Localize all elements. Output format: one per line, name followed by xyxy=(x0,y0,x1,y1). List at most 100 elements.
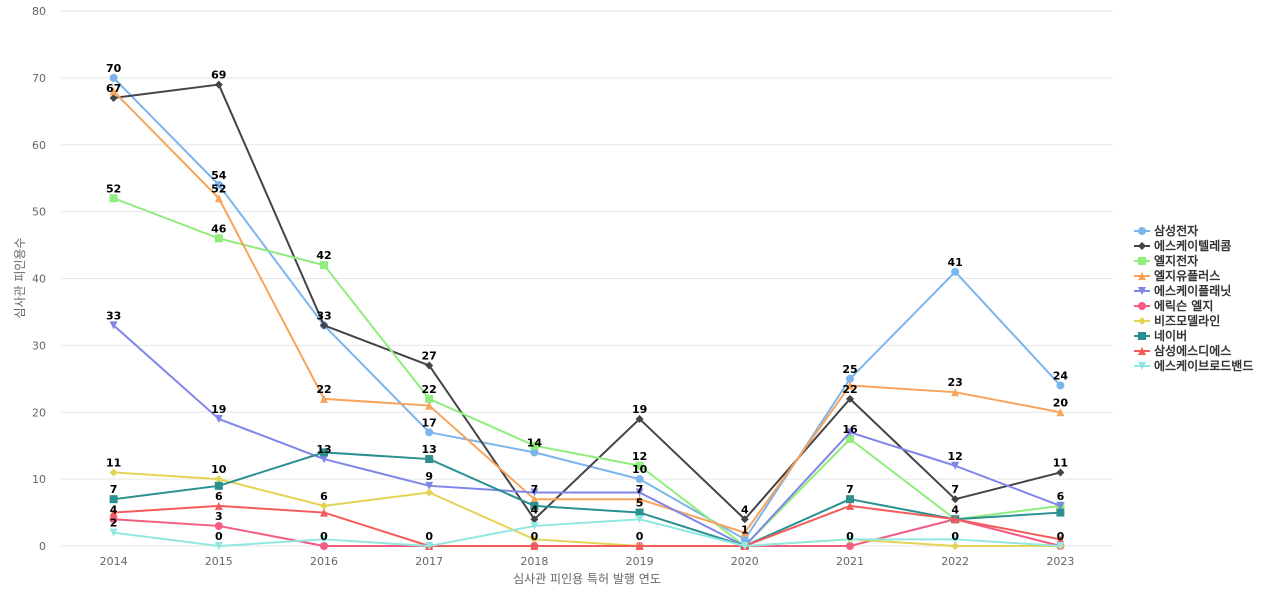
data-point xyxy=(214,542,223,550)
legend-item[interactable]: 에릭슨 엘지 xyxy=(1134,298,1213,313)
data-label: 13 xyxy=(422,443,437,456)
legend-marker xyxy=(1138,242,1146,250)
data-label: 0 xyxy=(951,530,959,543)
series-line xyxy=(112,324,1061,547)
data-label: 0 xyxy=(636,530,644,543)
series-4 xyxy=(109,87,1065,537)
data-label: 16 xyxy=(842,423,858,436)
data-label: 42 xyxy=(316,249,331,262)
legend-item[interactable]: 네이버 xyxy=(1134,328,1187,343)
data-point xyxy=(1056,381,1065,390)
data-label: 0 xyxy=(425,530,433,543)
series-2 xyxy=(109,80,1065,524)
data-point xyxy=(530,441,539,450)
series-line xyxy=(112,90,1061,534)
series-line xyxy=(113,197,1061,547)
data-point xyxy=(635,475,644,484)
data-point xyxy=(109,468,118,477)
legend-label: 엘지전자 xyxy=(1154,253,1198,268)
data-point xyxy=(635,495,644,504)
data-label: 4 xyxy=(110,503,118,516)
data-label: 0 xyxy=(846,530,854,543)
data-label: 4 xyxy=(531,503,539,516)
data-point xyxy=(530,488,539,497)
series-9 xyxy=(109,501,1065,550)
data-point xyxy=(214,194,223,203)
data-point xyxy=(109,495,118,504)
data-point xyxy=(951,495,960,504)
data-label: 69 xyxy=(211,69,226,82)
data-label: 70 xyxy=(106,62,122,75)
data-point xyxy=(635,488,644,497)
data-point xyxy=(109,194,118,203)
data-point xyxy=(635,508,644,517)
data-label: 0 xyxy=(215,530,223,543)
legend-marker xyxy=(1138,332,1146,340)
legend-label: 에스케이텔레콤 xyxy=(1154,238,1231,253)
data-point xyxy=(1056,542,1065,550)
data-label: 27 xyxy=(422,349,437,362)
data-point xyxy=(951,542,960,550)
legend-label: 에릭슨 엘지 xyxy=(1154,298,1213,313)
data-point xyxy=(320,535,328,544)
legend-item[interactable]: 에스케이플래닛 xyxy=(1134,283,1231,298)
data-label: 52 xyxy=(211,182,226,195)
legend-item[interactable]: 엘지유플러스 xyxy=(1134,268,1220,283)
legend-item[interactable]: 에스케이텔레콤 xyxy=(1134,238,1231,253)
data-label: 0 xyxy=(320,530,328,543)
data-point xyxy=(846,535,854,544)
data-point xyxy=(530,542,539,550)
data-label: 13 xyxy=(316,443,331,456)
data-point xyxy=(214,501,223,510)
data-point xyxy=(951,461,960,470)
y-axis-title: 심사관 피인용수 xyxy=(13,237,27,318)
legend-item[interactable]: 삼성전자 xyxy=(1134,223,1198,238)
data-point xyxy=(635,542,644,550)
data-point xyxy=(635,515,644,524)
data-point xyxy=(109,321,118,330)
data-label: 41 xyxy=(948,256,963,269)
y-tick-label: 50 xyxy=(32,206,46,219)
legend-item[interactable]: 엘지전자 xyxy=(1134,253,1198,268)
legend-item[interactable]: 삼성에스디에스 xyxy=(1134,343,1231,358)
data-label: 6 xyxy=(215,490,223,503)
legend-item[interactable]: 에스케이브로드밴드 xyxy=(1134,358,1253,373)
data-labels: 7067523311742695452461910630423322136027… xyxy=(106,62,1068,543)
data-point xyxy=(846,394,854,403)
data-point xyxy=(846,428,854,437)
y-tick-label: 40 xyxy=(32,273,46,286)
data-label: 6 xyxy=(320,490,328,503)
data-point xyxy=(425,488,434,497)
x-axis-title: 심사관 피인용 특허 발행 연도 xyxy=(513,571,661,586)
data-point xyxy=(846,495,854,504)
data-label: 12 xyxy=(632,450,647,463)
data-label: 19 xyxy=(632,403,647,416)
x-tick-label: 2022 xyxy=(941,555,969,568)
data-label: 1 xyxy=(741,523,749,536)
data-label: 52 xyxy=(106,182,121,195)
data-point xyxy=(635,414,644,423)
data-label: 17 xyxy=(422,416,437,429)
data-point xyxy=(109,87,118,96)
data-point xyxy=(109,528,118,537)
data-label: 11 xyxy=(1053,456,1068,469)
legend-marker xyxy=(1138,317,1146,325)
data-label: 23 xyxy=(948,376,963,389)
data-point xyxy=(530,448,539,457)
data-point xyxy=(1056,468,1065,477)
data-point xyxy=(320,394,328,403)
legend-marker xyxy=(1138,272,1146,280)
data-point xyxy=(846,374,854,383)
data-point xyxy=(425,394,434,403)
y-axis-tick-labels: 0 10 20 30 40 50 60 70 80 xyxy=(32,5,46,553)
data-label: 3 xyxy=(215,510,223,523)
grid-lines xyxy=(61,10,1113,547)
data-point xyxy=(425,455,434,464)
series-line xyxy=(113,504,1061,547)
x-tick-label: 2015 xyxy=(205,555,233,568)
legend-item[interactable]: 비즈모델라인 xyxy=(1134,313,1220,328)
data-point xyxy=(214,481,223,490)
x-axis-tick-labels: 2014 2015 2016 2017 2018 2019 2020 2021 2022 2023 xyxy=(100,555,1075,568)
legend-label: 네이버 xyxy=(1154,328,1187,343)
